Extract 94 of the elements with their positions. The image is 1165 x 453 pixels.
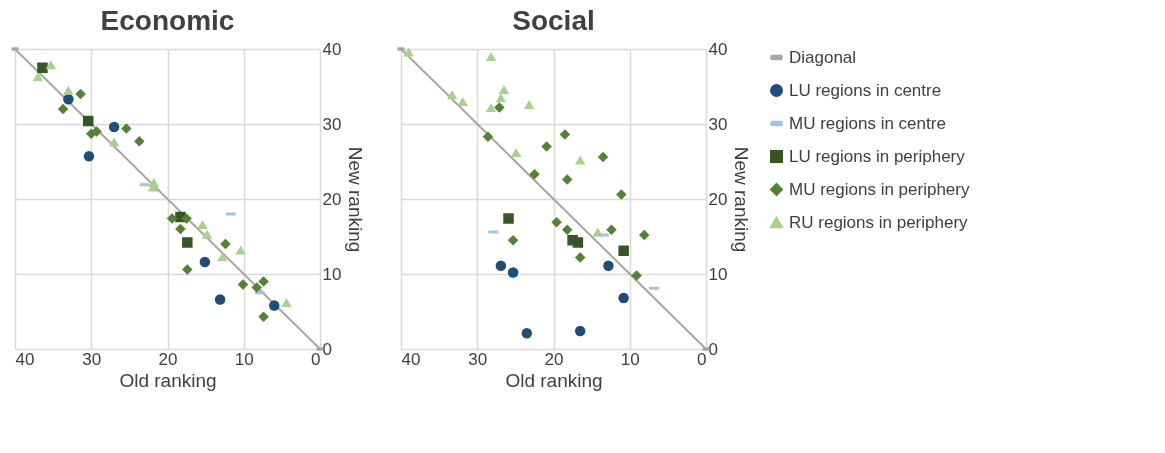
point: [166, 213, 178, 224]
y-tick-label: 20: [708, 189, 728, 209]
point: [606, 224, 617, 235]
point: [521, 328, 533, 339]
point: [574, 155, 586, 165]
point: [457, 96, 469, 107]
point: [251, 282, 262, 293]
point: [495, 93, 507, 103]
point: [182, 264, 193, 275]
point: [523, 99, 535, 110]
legend-label: MU regions in periphery: [789, 179, 970, 199]
point: [510, 147, 522, 158]
point: [108, 137, 120, 147]
point: [561, 174, 573, 185]
chart-title: Economic: [100, 5, 235, 36]
legend-label: LU regions in centre: [789, 80, 942, 100]
point: [482, 131, 494, 142]
point: [572, 237, 584, 248]
point: [83, 151, 95, 162]
point: [574, 252, 586, 263]
x-tick-label: 20: [158, 349, 178, 369]
x-tick-label: 40: [15, 349, 35, 369]
legend-label: RU regions in periphery: [789, 212, 969, 232]
point: [541, 141, 552, 152]
y-axis-title: New ranking: [731, 146, 753, 253]
point: [592, 227, 603, 237]
point: [507, 235, 519, 246]
point: [57, 103, 69, 115]
legend-label: Diagonal: [789, 47, 857, 67]
point: [220, 238, 231, 250]
point: [559, 129, 571, 140]
point: [75, 88, 86, 100]
y-tick-label: 30: [322, 114, 342, 134]
point: [574, 325, 586, 337]
point: [121, 123, 132, 134]
y-tick-label: 40: [708, 39, 728, 59]
x-tick-label: 10: [620, 349, 640, 369]
point: [281, 297, 292, 308]
point: [618, 292, 629, 304]
point: [235, 245, 246, 255]
y-tick-label: 40: [322, 39, 342, 59]
point: [82, 115, 94, 127]
point: [603, 260, 614, 271]
x-axis-title: Old ranking: [505, 369, 603, 391]
x-tick-label: 10: [234, 349, 254, 369]
legend-label: MU regions in centre: [789, 113, 946, 133]
point: [45, 60, 57, 70]
point: [403, 47, 414, 57]
point: [498, 84, 510, 95]
point: [616, 189, 627, 200]
point: [237, 279, 249, 290]
point: [597, 151, 609, 163]
point: [631, 270, 642, 281]
point: [182, 237, 193, 248]
point: [134, 136, 145, 147]
point: [529, 169, 540, 180]
point: [63, 94, 74, 105]
y-tick-label: 10: [322, 264, 342, 284]
legend-label: LU regions in periphery: [789, 146, 966, 166]
point: [485, 102, 497, 113]
point: [181, 213, 192, 224]
point: [495, 260, 507, 271]
point: [269, 300, 280, 311]
point: [507, 267, 519, 278]
point: [214, 294, 226, 305]
point: [638, 229, 650, 241]
point: [197, 219, 208, 230]
x-tick-label: 20: [544, 349, 564, 369]
point: [199, 256, 211, 268]
point: [446, 90, 458, 100]
point: [63, 85, 74, 95]
point: [175, 223, 186, 235]
point: [494, 102, 505, 113]
point: [551, 217, 562, 228]
point: [258, 311, 269, 322]
x-tick-label: 30: [82, 349, 102, 369]
point: [485, 51, 497, 62]
point: [503, 213, 514, 224]
point: [258, 276, 269, 287]
point: [32, 72, 44, 82]
x-axis-title: Old ranking: [119, 369, 217, 391]
y-axis-title: New ranking: [345, 146, 367, 253]
y-tick-label: 10: [708, 264, 728, 284]
chart-title: Social: [512, 5, 595, 36]
point: [108, 121, 120, 133]
x-tick-label: 30: [468, 349, 488, 369]
x-tick-label: 40: [401, 349, 421, 369]
point: [37, 62, 48, 73]
point: [618, 245, 629, 256]
point: [561, 224, 573, 235]
point: [201, 229, 213, 239]
y-tick-label: 20: [322, 189, 342, 209]
point: [217, 252, 228, 262]
y-tick-label: 30: [708, 114, 728, 134]
